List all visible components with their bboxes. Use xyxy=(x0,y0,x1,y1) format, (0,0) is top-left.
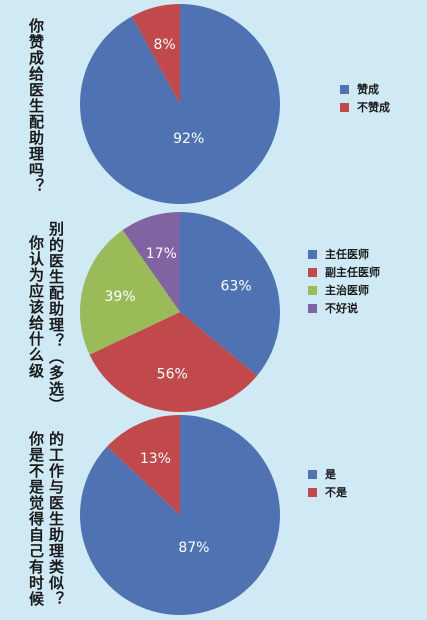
legend-item-no: 不是 xyxy=(308,483,347,501)
chart-panel-similar-work: 你是不是觉得自己有时候 的工作与医生助理类似？ 87% 13% 是 不是 xyxy=(0,415,427,620)
legend-swatch-blue xyxy=(308,469,317,479)
slice-data-label: 13% xyxy=(140,451,171,467)
pie-chart-similar-work: 87% 13% xyxy=(79,415,280,615)
legend-label: 不是 xyxy=(325,486,347,499)
legend-label: 主任医师 xyxy=(325,248,369,261)
legend-approve-assistant: 赞成 不赞成 xyxy=(340,80,390,116)
chart-panel-doctor-level: 你认为应该给什么级 别的医生配助理？（多选） 63% 56% 39% 17% 主任医师… xyxy=(0,205,427,415)
question-1-text: 你赞成给医生配助理吗？ xyxy=(27,18,45,194)
legend-doctor-level: 主任医师 副主任医师 主治医师 不好说 xyxy=(308,245,380,317)
legend-label: 副主任医师 xyxy=(325,266,380,279)
slice-data-label: 17% xyxy=(146,246,177,262)
legend-item-deputy-chief-physician: 副主任医师 xyxy=(308,263,380,281)
legend-swatch-blue xyxy=(340,84,349,94)
legend-item-chief-physician: 主任医师 xyxy=(308,245,380,263)
legend-item-yes: 是 xyxy=(308,465,347,483)
legend-swatch-red xyxy=(340,102,349,112)
slice-data-label: 92% xyxy=(173,131,204,147)
legend-label: 不赞成 xyxy=(357,101,390,114)
legend-swatch-red xyxy=(308,487,317,497)
legend-label: 赞成 xyxy=(357,83,379,96)
pie-slice-0 xyxy=(180,212,280,376)
pie-slice-1 xyxy=(131,4,180,104)
legend-item-not-sure: 不好说 xyxy=(308,299,380,317)
legend-swatch-red xyxy=(308,267,317,277)
pie-slice-0 xyxy=(79,415,280,615)
legend-label: 是 xyxy=(325,468,336,481)
legend-swatch-purple xyxy=(308,303,317,313)
pie-slice-1 xyxy=(89,312,258,412)
pie-chart-doctor-level: 63% 56% 39% 17% xyxy=(80,212,280,412)
question-3-text-col1: 你是不是觉得自己有时候 xyxy=(27,431,45,607)
pie-slice-2 xyxy=(80,230,180,355)
legend-label: 不好说 xyxy=(325,302,358,315)
legend-similar-work: 是 不是 xyxy=(308,465,347,501)
slice-data-label: 63% xyxy=(221,279,252,295)
slice-data-label: 8% xyxy=(153,37,175,53)
slice-data-label: 56% xyxy=(157,367,188,383)
legend-item-attending-physician: 主治医师 xyxy=(308,281,380,299)
legend-label: 主治医师 xyxy=(325,284,369,297)
legend-swatch-green xyxy=(308,285,317,295)
slice-data-label: 39% xyxy=(105,289,136,305)
pie-slice-1 xyxy=(107,415,180,515)
chart-panel-approve-assistant: 你赞成给医生配助理吗？ 92% 8% 赞成 不赞成 xyxy=(0,0,427,205)
question-2-text-col1: 你认为应该给什么级 xyxy=(27,235,45,379)
pie-chart-approve-assistant: 92% 8% xyxy=(79,4,281,204)
pie-slice-3 xyxy=(122,212,180,312)
question-3-text-col2: 的工作与医生助理类似？ xyxy=(47,431,65,607)
legend-item-approve: 赞成 xyxy=(340,80,390,98)
pie-slice-0 xyxy=(79,4,281,204)
legend-swatch-blue xyxy=(308,249,317,259)
legend-item-disapprove: 不赞成 xyxy=(340,98,390,116)
question-2-text-col2: 别的医生配助理？（多选） xyxy=(47,221,65,413)
slice-data-label: 87% xyxy=(178,540,209,556)
